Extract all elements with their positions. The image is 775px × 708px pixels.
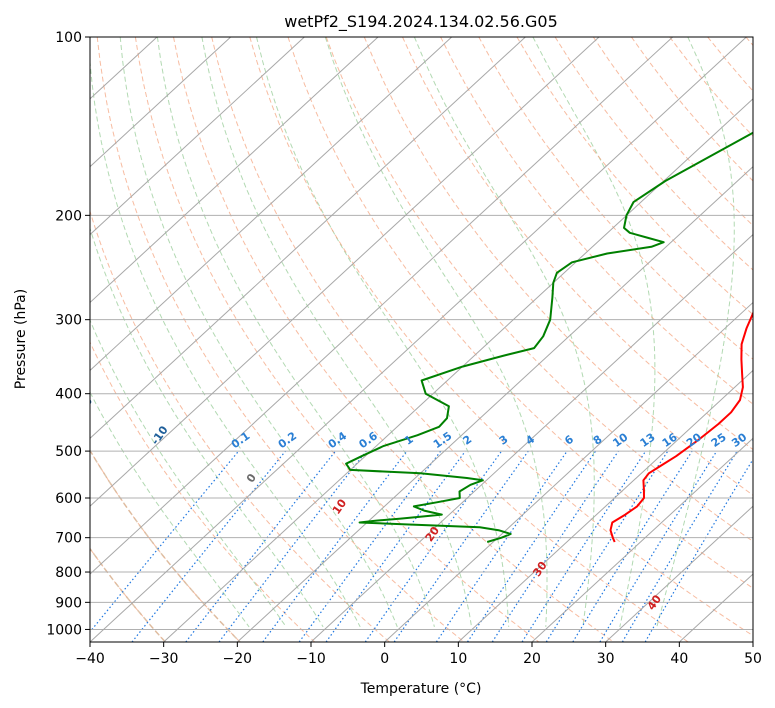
isotherm-line <box>90 37 600 507</box>
isotherm-line <box>163 98 753 642</box>
y-axis-title: Pressure (hPa) <box>13 289 29 389</box>
x-tick-label: −10 <box>296 651 326 667</box>
dry-adiabat-line <box>211 37 689 642</box>
isotherm-line <box>531 437 753 642</box>
mixing-ratio-label: 36 <box>750 430 770 450</box>
isotherm-line <box>90 37 526 439</box>
moist-adiabat-line <box>90 318 287 628</box>
y-tick-label: 100 <box>55 30 82 46</box>
y-tick-label: 400 <box>55 387 82 403</box>
x-tick-label: 50 <box>744 651 762 667</box>
dry-adiabat-line <box>173 37 614 642</box>
x-tick-label: 10 <box>449 651 467 667</box>
dry-adiabat-line <box>478 37 753 360</box>
plot-frame <box>89 36 754 643</box>
isotherm-line <box>605 505 753 642</box>
moist-adiabat-line <box>90 55 361 628</box>
y-tick-label: 500 <box>55 444 82 460</box>
isotherm-line <box>310 233 753 642</box>
dry-adiabat-line <box>325 37 753 542</box>
isotherm-line <box>236 166 753 642</box>
isotherm-line <box>90 37 232 168</box>
isotherm-line <box>90 37 305 236</box>
dry-adiabat-line <box>90 209 390 642</box>
y-tick-label: 900 <box>55 595 82 611</box>
moist-adiabat-line <box>90 226 324 628</box>
isotherm-line <box>90 37 379 304</box>
moist-adiabat-line <box>532 37 656 628</box>
y-tick-label: 800 <box>55 565 82 581</box>
isotherm-lines <box>90 37 753 642</box>
isotherm-line <box>90 37 747 642</box>
isotherm-line <box>457 369 753 642</box>
x-tick-label: −20 <box>223 651 253 667</box>
x-axis-title: Temperature (°C) <box>360 681 482 697</box>
dry-adiabat-line <box>287 37 753 589</box>
x-tick-label: 30 <box>597 651 615 667</box>
x-tick-label: −30 <box>149 651 179 667</box>
x-tick-label: 40 <box>670 651 688 667</box>
x-tick-label: 20 <box>523 651 541 667</box>
x-axis-ticks: −40 −30 −20 −10 0 10 20 30 40 50 <box>75 642 762 667</box>
dry-adiabat-line <box>134 37 540 642</box>
x-tick-label: 0 <box>380 651 389 667</box>
pressure-grid <box>90 37 753 630</box>
isotherm-line <box>90 37 453 372</box>
profile-line <box>345 131 753 543</box>
y-axis-ticks: 100 200 300 400 500 600 700 800 900 1000 <box>46 30 90 638</box>
chart-title: wetPf2_S194.2024.134.02.56.G05 <box>284 12 558 32</box>
moist-adiabat-line <box>256 37 510 627</box>
y-tick-label: 200 <box>55 208 82 224</box>
moist-adiabat-line <box>413 37 595 627</box>
y-tick-label: 600 <box>55 491 82 507</box>
dry-adiabat-line <box>90 449 241 642</box>
isotherm-line <box>90 37 674 575</box>
moist-adiabat-line <box>119 37 398 628</box>
profile-line <box>609 310 753 543</box>
dry-adiabat-lines <box>90 37 753 642</box>
y-tick-label: 1000 <box>46 622 82 638</box>
isotherm-line <box>384 301 753 642</box>
dry-adiabat-line <box>516 37 753 316</box>
profile-series <box>345 131 753 543</box>
x-tick-label: −40 <box>75 651 105 667</box>
y-tick-label: 700 <box>55 531 82 547</box>
dry-adiabat-line <box>90 341 316 642</box>
y-tick-label: 300 <box>55 313 82 329</box>
dry-adiabat-line <box>90 547 166 642</box>
dry-adiabat-line <box>363 37 753 496</box>
